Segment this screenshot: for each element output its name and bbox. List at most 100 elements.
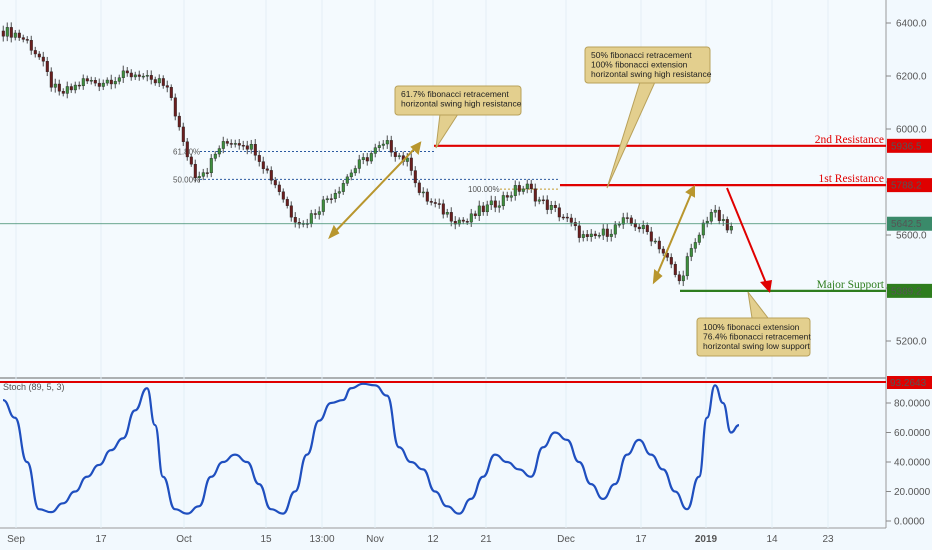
candle-body <box>157 78 161 84</box>
candle-body <box>417 182 421 193</box>
candle-body <box>377 145 381 148</box>
candle-body <box>689 248 693 257</box>
trend-arrows <box>328 141 695 285</box>
candle-body <box>333 192 337 199</box>
candle-body <box>309 213 313 224</box>
candle-body <box>141 75 145 78</box>
candle-body <box>465 221 469 223</box>
candle-body <box>317 211 321 215</box>
level-value: 5389.2 <box>891 286 922 297</box>
candle-body <box>29 40 33 51</box>
candle-body <box>49 71 53 88</box>
arrowhead-icon <box>760 280 772 293</box>
annotation-text: 50% fibonacci retracement 100% fibonacci … <box>591 50 712 79</box>
candle-body <box>509 195 513 198</box>
level-value: 5936.5 <box>891 141 922 152</box>
candle-body <box>425 191 429 202</box>
candle-body <box>265 168 269 171</box>
candle-body <box>621 217 625 225</box>
candle-body <box>249 144 253 150</box>
candle-body <box>1 30 5 37</box>
candle-body <box>77 84 81 87</box>
candle-body <box>597 234 601 237</box>
projection-arrow <box>726 187 772 293</box>
time-axis: Sep 17 Oct 15 13:00 Nov 12 21 Dec 17 2019 14 23 <box>7 534 834 545</box>
candle-body <box>397 155 401 157</box>
candle-body <box>137 74 141 77</box>
candle-body <box>201 172 205 177</box>
candle-body <box>553 205 557 208</box>
candle-body <box>37 53 41 58</box>
candle-body <box>477 205 481 216</box>
time-tick-label: Dec <box>557 534 575 545</box>
candle-body <box>693 242 697 249</box>
candle-body <box>341 183 345 192</box>
projection-line <box>726 187 769 289</box>
annotation-line: horizontal swing high resistance <box>401 99 522 109</box>
candle-body <box>525 183 529 190</box>
candle-body <box>345 176 349 184</box>
candle-body <box>717 209 721 221</box>
candle-body <box>641 225 645 230</box>
candle-body <box>541 199 545 202</box>
candle-body <box>125 70 129 74</box>
candle-body <box>561 216 565 219</box>
annotation-line: 100% fibonacci extension <box>703 322 800 332</box>
candle-body <box>657 240 661 250</box>
candles <box>1 22 733 287</box>
candle-body <box>517 185 521 192</box>
candle-body <box>589 233 593 237</box>
candle-body <box>705 220 709 224</box>
candle-body <box>489 200 493 206</box>
candle-body <box>685 256 689 277</box>
candle-body <box>613 224 617 235</box>
candle-body <box>153 79 157 84</box>
candle-body <box>681 275 685 282</box>
level-value: 5642.5 <box>891 219 922 230</box>
annotation-line: 76.4% fibonacci retracement <box>703 332 811 342</box>
candle-body <box>321 199 325 212</box>
candle-body <box>585 234 589 237</box>
candle-body <box>93 80 97 84</box>
candle-body <box>361 157 365 160</box>
candle-body <box>237 143 241 146</box>
candle-body <box>545 199 549 210</box>
swing-arrow-2 <box>653 186 695 283</box>
candle-body <box>221 141 225 149</box>
candle-body <box>709 212 713 222</box>
candle-body <box>501 195 505 207</box>
candle-body <box>285 199 289 206</box>
candle-body <box>149 75 153 80</box>
candle-body <box>21 37 25 40</box>
candle-body <box>273 180 277 186</box>
candle-body <box>325 198 329 201</box>
candle-body <box>557 207 561 218</box>
candle-body <box>5 27 9 37</box>
candle-body <box>537 199 541 202</box>
stoch-tick-label: 0.0000 <box>894 517 925 528</box>
annotation-2: 50% fibonacci retracement 100% fibonacci … <box>584 46 712 189</box>
time-tick-label: Nov <box>366 534 384 545</box>
candle-body <box>481 205 485 213</box>
annotation-3: 100% fibonacci extension 76.4% fibonacci … <box>696 291 811 357</box>
candle-body <box>653 240 657 243</box>
level-badge <box>887 138 932 153</box>
candle-body <box>405 157 409 162</box>
time-tick-label: 17 <box>95 534 107 545</box>
candle-body <box>381 143 385 146</box>
candle-body <box>261 161 265 170</box>
candle-body <box>229 143 233 145</box>
candle-body <box>209 158 213 174</box>
candle-body <box>473 213 477 216</box>
candle-body <box>713 209 717 213</box>
fib-level-label: 100.00% <box>468 185 500 194</box>
candle-body <box>389 140 393 153</box>
candle-body <box>721 219 725 221</box>
candle-body <box>661 248 665 254</box>
indicator-name: Stoch (89, 5, 3) <box>3 382 65 392</box>
candle-body <box>461 219 465 222</box>
candle-body <box>293 217 297 223</box>
time-tick-label: 13:00 <box>309 534 334 545</box>
level-name: 2nd Resistance <box>815 134 884 146</box>
annotation-line: horizontal swing high resistance <box>591 69 712 79</box>
